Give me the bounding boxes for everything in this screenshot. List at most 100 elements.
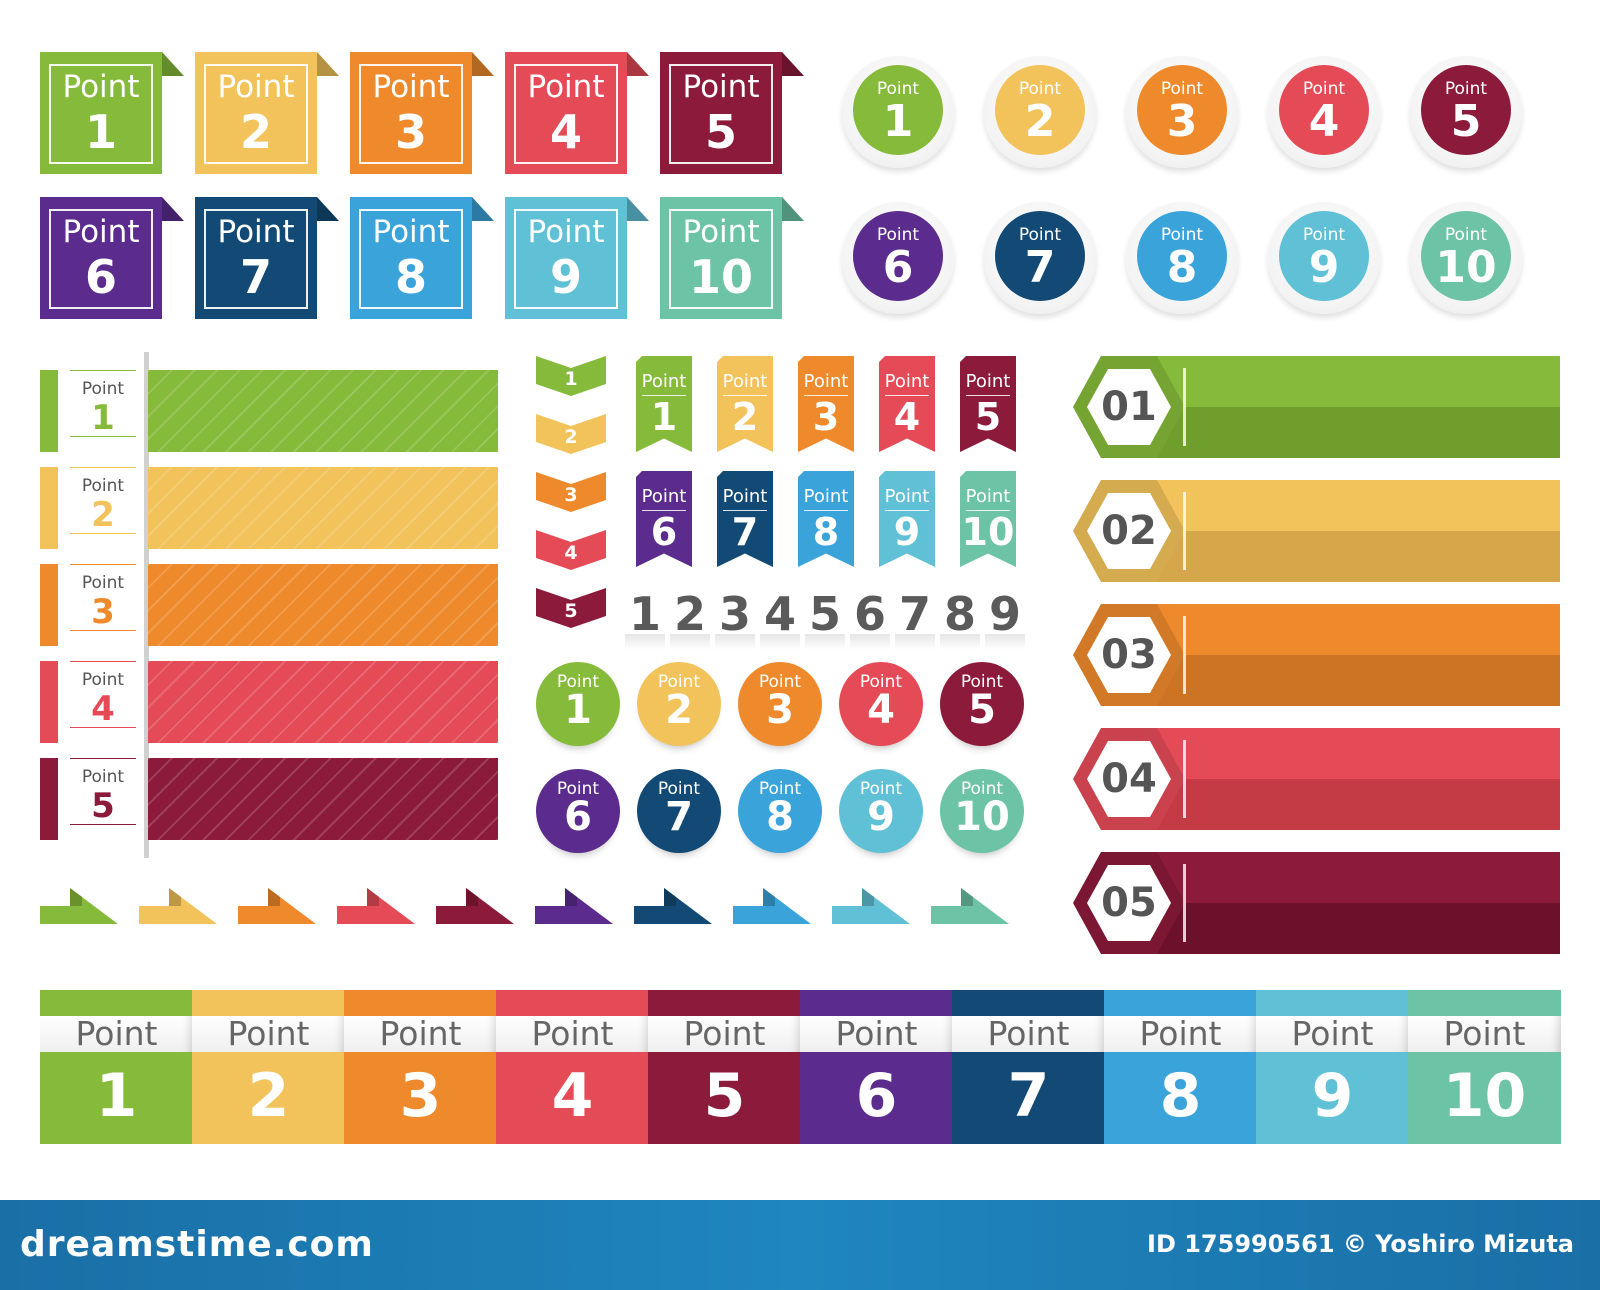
ring-word: Point xyxy=(1444,79,1488,99)
ring-word: Point xyxy=(876,79,920,99)
tile-bottom-band xyxy=(1104,1052,1257,1144)
digit-text: 1 xyxy=(628,587,661,641)
arrow-marker-icon xyxy=(436,888,516,924)
ribbon-underline xyxy=(723,395,767,396)
chevron-1: 1 xyxy=(536,356,606,396)
label-number: 1 xyxy=(84,105,117,159)
ring-circle-1: Point 1 xyxy=(842,56,954,168)
label-word: Point xyxy=(527,214,605,250)
ribbon-8: Point 8 xyxy=(798,471,854,567)
tile-word-band: Point xyxy=(952,1016,1105,1052)
fold-tab-icon xyxy=(162,52,184,76)
chevron-number: 4 xyxy=(564,542,578,564)
tile-word-band: Point xyxy=(1256,1016,1409,1052)
circle-number: 3 xyxy=(766,687,794,733)
brand-logo-text[interactable]: dreamstime.com xyxy=(20,1224,374,1265)
tile-top-band xyxy=(1104,990,1257,1016)
tile-bottom-band xyxy=(952,1052,1105,1144)
ring-circle-2: Point 2 xyxy=(984,56,1096,168)
tile-top-band xyxy=(192,990,345,1016)
tile-word-band: Point xyxy=(1104,1016,1257,1052)
digit-reflection xyxy=(760,634,800,650)
tile-number: 1 xyxy=(95,1061,138,1131)
row-label: Point 4 xyxy=(68,661,138,743)
label-number: 10 xyxy=(688,250,753,304)
tile-top-band xyxy=(1256,990,1409,1016)
tile-word: Point xyxy=(227,1014,310,1053)
tile-number: 6 xyxy=(855,1061,898,1131)
label-frame xyxy=(359,209,463,309)
bottom-tile-4: Point 4 xyxy=(496,990,649,1144)
label-line xyxy=(70,533,136,534)
digit-text: 5 xyxy=(808,587,841,641)
ring-inner-circle: Point 7 xyxy=(995,211,1085,301)
row-label: Point 3 xyxy=(68,564,138,646)
bar-separator xyxy=(1183,740,1186,818)
label-number: 6 xyxy=(84,250,117,304)
tile-word: Point xyxy=(987,1014,1070,1053)
circle-word: Point xyxy=(657,779,701,799)
footer-bar: dreamstime.com ID 175990561 © Yoshiro Mi… xyxy=(0,1200,1600,1290)
label-line xyxy=(70,727,136,728)
chevron-5: 5 xyxy=(536,588,606,628)
ring-number: 5 xyxy=(1450,96,1482,147)
bottom-tile-5: Point 5 xyxy=(648,990,801,1144)
arrow-marker-icon xyxy=(832,888,912,924)
circle-number: 9 xyxy=(867,794,895,840)
fold-tab-icon xyxy=(472,52,494,76)
digit-reflection xyxy=(895,634,935,650)
digit-text: 2 xyxy=(673,587,706,641)
hexagon-inner xyxy=(1087,741,1171,817)
tile-bottom-band xyxy=(648,1052,801,1144)
label-number: 2 xyxy=(239,105,272,159)
tile-word: Point xyxy=(1139,1014,1222,1053)
tile-number: 2 xyxy=(247,1061,290,1131)
stripe-pattern xyxy=(148,758,498,840)
label-number: 9 xyxy=(549,250,582,304)
ring-word: Point xyxy=(1018,225,1062,245)
label-line xyxy=(70,758,136,759)
ribbon-number: 3 xyxy=(812,395,840,439)
striped-bar xyxy=(148,564,498,646)
ribbon-underline xyxy=(723,510,767,511)
folded-label-4: Point 4 xyxy=(505,52,649,174)
striped-row-3: Point 3 xyxy=(40,564,498,646)
ring-inner-circle: Point 8 xyxy=(1137,211,1227,301)
digit-text: 6 xyxy=(853,587,886,641)
hex-bar-04: 04 xyxy=(1073,728,1560,830)
ring-circle-4: Point 4 xyxy=(1268,56,1380,168)
tile-bottom-band xyxy=(800,1052,953,1144)
tile-number: 5 xyxy=(703,1061,746,1131)
ring-word: Point xyxy=(1444,225,1488,245)
ribbon-word: Point xyxy=(803,371,849,392)
gray-digit-1: 1 xyxy=(625,587,665,650)
ribbon-number: 7 xyxy=(731,510,759,554)
tile-number: 7 xyxy=(1007,1061,1050,1131)
ring-word: Point xyxy=(1160,225,1204,245)
tile-top-band xyxy=(344,990,497,1016)
solid-circle-9: Point 9 xyxy=(839,769,923,853)
tile-top-band xyxy=(1408,990,1561,1016)
tile-word-band: Point xyxy=(800,1016,953,1052)
solid-circle-2: Point 2 xyxy=(637,662,721,746)
stripe-pattern xyxy=(148,564,498,646)
row-number: 2 xyxy=(91,495,115,535)
tile-word-band: Point xyxy=(648,1016,801,1052)
row-number: 5 xyxy=(91,786,115,826)
label-frame xyxy=(669,64,773,164)
row-edge xyxy=(40,370,58,452)
row-word: Point xyxy=(81,476,125,496)
ribbon-word: Point xyxy=(965,486,1011,507)
ribbon-number: 1 xyxy=(650,395,678,439)
bottom-tile-3: Point 3 xyxy=(344,990,497,1144)
tile-word: Point xyxy=(1443,1014,1526,1053)
label-word: Point xyxy=(62,214,140,250)
folded-label-8: Point 8 xyxy=(350,197,494,319)
ribbon-underline xyxy=(966,395,1010,396)
tile-word-band: Point xyxy=(192,1016,345,1052)
ring-inner-circle: Point 1 xyxy=(853,65,943,155)
label-word: Point xyxy=(372,214,450,250)
hexagon-inner xyxy=(1087,617,1171,693)
gray-digit-6: 6 xyxy=(850,587,890,650)
circle-word: Point xyxy=(556,672,600,692)
